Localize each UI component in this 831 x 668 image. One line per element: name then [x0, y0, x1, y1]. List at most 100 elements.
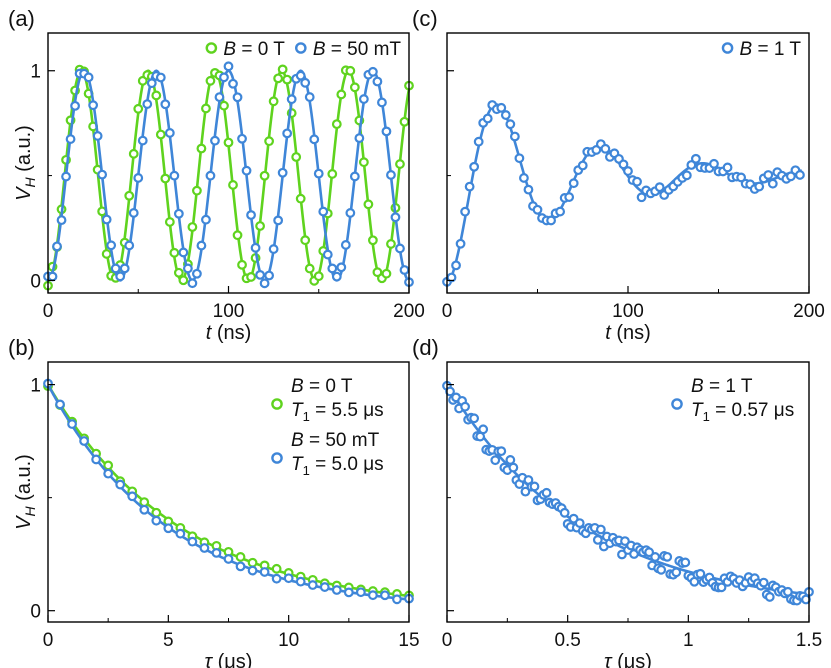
legend-entry-t1: T1 = 5.5 μs	[291, 400, 384, 424]
data-point	[295, 193, 306, 204]
data-point	[473, 136, 484, 147]
data-point	[214, 92, 225, 103]
x-tick-label: 0	[442, 301, 453, 322]
panel-label: (d)	[412, 335, 439, 360]
data-point	[340, 240, 351, 250]
data-point	[228, 180, 238, 190]
data-point	[623, 166, 633, 176]
data-point	[97, 169, 108, 180]
data-point	[455, 238, 466, 249]
data-point	[268, 244, 279, 254]
data-point	[199, 543, 210, 553]
data-point	[541, 487, 552, 498]
data-point	[354, 133, 365, 144]
data-point	[662, 551, 673, 562]
data-point	[327, 263, 338, 274]
data-point	[115, 479, 126, 490]
data-point	[377, 97, 387, 108]
data-point	[786, 171, 796, 182]
data-point	[175, 528, 186, 539]
y-axis-label: VH (a.u.)	[13, 125, 38, 201]
data-point	[247, 565, 258, 576]
data-point	[650, 552, 661, 562]
data-point	[313, 168, 324, 179]
y-tick-label: 1	[30, 376, 41, 397]
data-point	[482, 113, 493, 124]
series-blue-0	[442, 380, 814, 606]
x-tick-label: 0	[442, 630, 453, 651]
data-point	[345, 208, 356, 218]
data-point	[451, 260, 461, 271]
data-point	[722, 162, 733, 173]
data-point	[47, 271, 58, 282]
data-point	[237, 133, 247, 144]
data-point	[331, 119, 342, 130]
data-point	[178, 275, 189, 286]
data-point	[343, 587, 354, 598]
data-point	[496, 102, 507, 113]
data-point	[139, 497, 150, 508]
data-point	[70, 100, 80, 111]
data-point	[574, 518, 585, 528]
data-point	[219, 72, 229, 83]
data-point	[246, 272, 256, 282]
data-point	[259, 170, 270, 181]
legend: B = 50 mT B = 0 T	[205, 39, 401, 60]
data-point	[300, 77, 311, 88]
data-point	[232, 230, 243, 241]
legend: B = 1 T	[721, 39, 801, 60]
data-point	[671, 567, 682, 578]
data-point	[211, 547, 222, 558]
data-point	[695, 568, 706, 579]
data-point	[568, 178, 579, 189]
data-point	[345, 65, 356, 76]
data-point	[201, 214, 211, 225]
series-blue-0	[442, 100, 805, 287]
data-point	[151, 90, 162, 101]
data-point	[271, 573, 282, 584]
data-point	[577, 160, 588, 171]
x-tick-label: 10	[278, 630, 299, 651]
data-point	[460, 206, 471, 217]
data-point	[246, 210, 256, 220]
data-point	[187, 278, 198, 289]
data-point	[490, 455, 501, 466]
data-point	[349, 171, 360, 182]
data-point	[164, 128, 175, 138]
data-point	[386, 170, 396, 180]
data-point	[368, 235, 378, 246]
data-point	[546, 215, 556, 226]
data-point	[250, 242, 261, 253]
data-point	[219, 100, 229, 111]
data-point	[358, 157, 369, 168]
data-point	[101, 214, 112, 225]
data-point	[55, 399, 65, 410]
data-point	[205, 75, 216, 86]
data-point	[237, 259, 247, 270]
data-point	[529, 481, 540, 492]
data-point	[331, 585, 342, 595]
data-point	[399, 265, 410, 275]
data-point	[187, 536, 198, 547]
data-point	[709, 158, 719, 169]
data-point	[390, 212, 401, 223]
data-point	[636, 192, 647, 203]
data-point	[282, 74, 293, 85]
data-point	[277, 167, 288, 178]
data-point	[318, 206, 329, 217]
data-point	[228, 78, 238, 89]
data-point	[241, 165, 252, 176]
panel-b: (b) 0 5 10 15 0 1 τ (μs) VH (a.u.) B = 0 T T1 = 5.…	[8, 335, 420, 668]
legend-entry-t1: T1 = 5.0 μs	[291, 454, 384, 478]
data-point	[277, 64, 288, 75]
data-point	[83, 72, 94, 83]
panel-label: (c)	[412, 6, 438, 31]
data-point	[259, 278, 270, 289]
x-tick-label: 0.5	[554, 630, 580, 651]
legend-marker	[721, 42, 734, 54]
data-point	[500, 110, 511, 120]
data-point	[92, 131, 103, 141]
x-tick-label: 100	[612, 301, 644, 322]
data-point	[763, 170, 774, 180]
legend-marker	[671, 398, 683, 410]
